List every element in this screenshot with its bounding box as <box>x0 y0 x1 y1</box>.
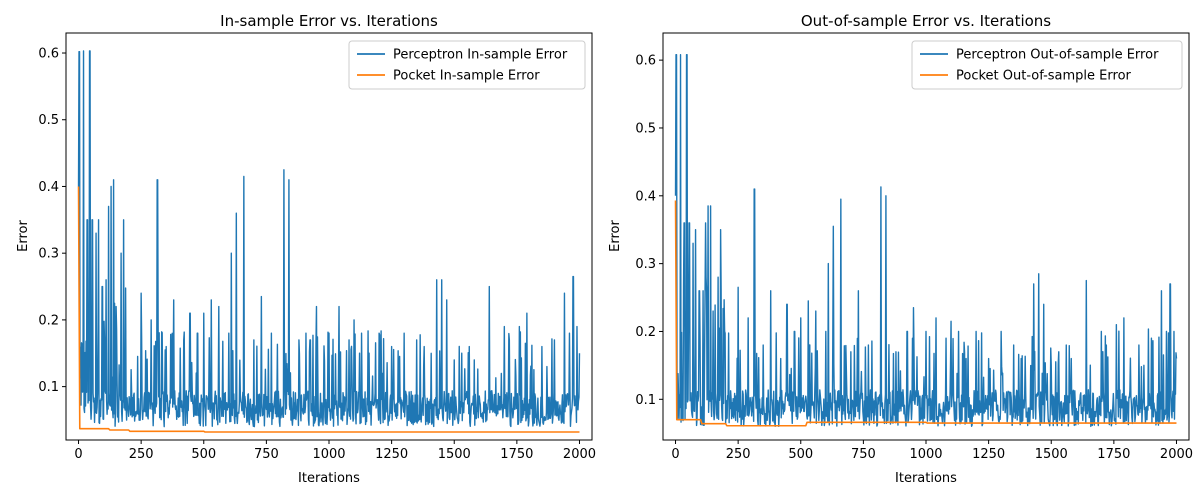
x-tick-label: 1500 <box>1035 447 1068 462</box>
legend-label: Perceptron Out-of-sample Error <box>956 48 1159 63</box>
out-of-sample-chart: 0 250 500 750 1000 1250 1500 1750 2000 0.1 0.2 0.3… <box>608 12 1193 486</box>
in-sample-chart: 0 250 500 750 1000 1250 1500 1750 2000 0.1 0.2 0.3… <box>16 12 596 486</box>
x-tick-label: 500 <box>191 447 216 462</box>
x-tick-label: 1250 <box>375 447 408 462</box>
x-tick-label: 2000 <box>1160 447 1193 462</box>
series-line-1 <box>674 200 1177 427</box>
legend-box <box>911 40 1183 90</box>
y-tick-label: 0.3 <box>38 247 59 262</box>
x-tick-label: 1500 <box>438 447 471 462</box>
y-tick-label: 0.6 <box>38 47 59 62</box>
x-axis-label: Iterations <box>895 471 957 486</box>
x-tick-label: 250 <box>726 447 751 462</box>
x-tick-label: 1250 <box>972 447 1005 462</box>
x-tick-label: 1000 <box>312 447 345 462</box>
series-line-0 <box>77 50 581 428</box>
y-tick-label: 0.1 <box>635 393 656 408</box>
legend-label: Perceptron In-sample Error <box>393 48 568 63</box>
series-line-0 <box>674 54 1178 428</box>
chart-title: Out-of-sample Error vs. Iterations <box>801 12 1051 30</box>
y-axis-label: Error <box>16 220 31 252</box>
x-tick-label: 750 <box>851 447 876 462</box>
y-tick-label: 0.5 <box>38 113 59 128</box>
legend-box <box>348 40 586 90</box>
y-tick-label: 0.6 <box>635 54 656 69</box>
x-tick-label: 750 <box>254 447 279 462</box>
y-tick-label: 0.3 <box>635 257 656 272</box>
legend: Perceptron Out-of-sample Error Pocket Out… <box>911 40 1183 90</box>
x-tick-label: 0 <box>74 447 82 462</box>
x-tick-label: 1000 <box>909 447 942 462</box>
x-tick-label: 2000 <box>563 447 596 462</box>
legend-label: Pocket Out-of-sample Error <box>956 69 1132 84</box>
series-line-1 <box>77 186 580 433</box>
legend-label: Pocket In-sample Error <box>393 69 540 84</box>
y-tick-label: 0.5 <box>635 121 656 136</box>
x-tick-label: 500 <box>788 447 813 462</box>
x-tick-label: 1750 <box>1097 447 1130 462</box>
x-tick-label: 0 <box>671 447 679 462</box>
chart-title: In-sample Error vs. Iterations <box>220 12 438 30</box>
y-tick-label: 0.2 <box>38 313 59 328</box>
y-tick-label: 0.2 <box>635 325 656 340</box>
x-tick-label: 1750 <box>500 447 533 462</box>
y-tick-label: 0.4 <box>635 189 656 204</box>
y-tick-label: 0.1 <box>38 380 59 395</box>
y-tick-label: 0.4 <box>38 180 59 195</box>
y-axis-label: Error <box>608 220 623 252</box>
x-axis-label: Iterations <box>298 471 360 486</box>
x-tick-label: 250 <box>129 447 154 462</box>
legend: Perceptron In-sample Error Pocket In-samp… <box>348 40 586 90</box>
